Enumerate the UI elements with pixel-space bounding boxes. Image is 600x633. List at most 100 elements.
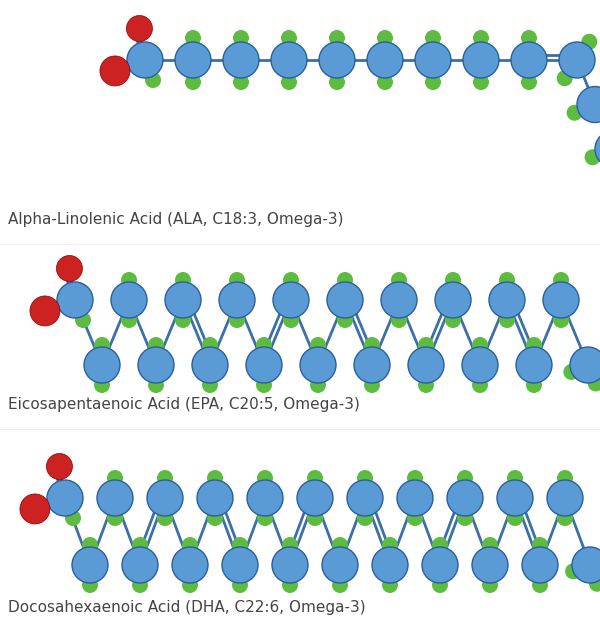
Circle shape: [584, 149, 600, 165]
Circle shape: [425, 30, 441, 46]
Circle shape: [82, 537, 98, 553]
Circle shape: [256, 337, 272, 353]
Circle shape: [354, 347, 390, 383]
Circle shape: [107, 510, 123, 526]
Circle shape: [127, 42, 163, 78]
Circle shape: [337, 272, 353, 288]
Circle shape: [435, 282, 471, 318]
Circle shape: [122, 547, 158, 583]
Circle shape: [407, 510, 423, 526]
Circle shape: [157, 470, 173, 486]
Circle shape: [121, 312, 137, 328]
Circle shape: [397, 480, 433, 516]
Circle shape: [364, 377, 380, 393]
Circle shape: [175, 42, 211, 78]
Circle shape: [56, 256, 82, 282]
Circle shape: [247, 480, 283, 516]
Circle shape: [246, 347, 282, 383]
Circle shape: [599, 551, 600, 567]
Circle shape: [310, 377, 326, 393]
Circle shape: [553, 312, 569, 328]
Circle shape: [472, 547, 508, 583]
Circle shape: [447, 480, 483, 516]
Circle shape: [148, 337, 164, 353]
Circle shape: [97, 480, 133, 516]
Circle shape: [489, 282, 525, 318]
Circle shape: [382, 577, 398, 593]
Circle shape: [364, 337, 380, 353]
Circle shape: [138, 347, 174, 383]
Circle shape: [415, 42, 451, 78]
Circle shape: [577, 87, 600, 123]
Circle shape: [563, 364, 580, 380]
Circle shape: [532, 577, 548, 593]
Circle shape: [565, 563, 581, 579]
Circle shape: [232, 577, 248, 593]
Circle shape: [282, 577, 298, 593]
Circle shape: [526, 337, 542, 353]
Circle shape: [327, 282, 363, 318]
Circle shape: [407, 470, 423, 486]
Circle shape: [543, 282, 579, 318]
Circle shape: [182, 537, 198, 553]
Circle shape: [499, 272, 515, 288]
Circle shape: [532, 537, 548, 553]
Circle shape: [497, 480, 533, 516]
Circle shape: [372, 547, 408, 583]
Circle shape: [587, 375, 600, 391]
Circle shape: [165, 282, 201, 318]
Circle shape: [132, 577, 148, 593]
Circle shape: [329, 30, 345, 46]
Circle shape: [94, 337, 110, 353]
Circle shape: [75, 312, 91, 328]
Circle shape: [463, 42, 499, 78]
Circle shape: [233, 30, 249, 46]
Circle shape: [20, 494, 50, 524]
Circle shape: [422, 547, 458, 583]
Circle shape: [432, 537, 448, 553]
Circle shape: [100, 56, 130, 86]
Circle shape: [282, 537, 298, 553]
Circle shape: [307, 510, 323, 526]
Circle shape: [595, 131, 600, 167]
Circle shape: [408, 347, 444, 383]
Circle shape: [300, 347, 336, 383]
Circle shape: [457, 510, 473, 526]
Circle shape: [281, 30, 297, 46]
Circle shape: [516, 347, 552, 383]
Circle shape: [511, 42, 547, 78]
Circle shape: [72, 547, 108, 583]
Circle shape: [111, 282, 147, 318]
Circle shape: [202, 337, 218, 353]
Circle shape: [418, 377, 434, 393]
Circle shape: [148, 377, 164, 393]
Circle shape: [377, 74, 393, 90]
Circle shape: [297, 480, 333, 516]
Circle shape: [257, 470, 273, 486]
Circle shape: [566, 104, 583, 121]
Circle shape: [307, 470, 323, 486]
Circle shape: [310, 337, 326, 353]
Text: Eicosapentaenoic Acid (EPA, C20:5, Omega-3): Eicosapentaenoic Acid (EPA, C20:5, Omega…: [8, 397, 360, 412]
Circle shape: [329, 74, 345, 90]
Circle shape: [273, 282, 309, 318]
Circle shape: [272, 547, 308, 583]
Circle shape: [457, 470, 473, 486]
Circle shape: [557, 70, 572, 86]
Circle shape: [283, 272, 299, 288]
Circle shape: [192, 347, 228, 383]
Circle shape: [175, 272, 191, 288]
Circle shape: [197, 480, 233, 516]
Circle shape: [425, 74, 441, 90]
Circle shape: [559, 42, 595, 78]
Circle shape: [94, 377, 110, 393]
Circle shape: [507, 510, 523, 526]
Circle shape: [382, 537, 398, 553]
Circle shape: [207, 510, 223, 526]
Circle shape: [232, 537, 248, 553]
Circle shape: [322, 547, 358, 583]
Circle shape: [121, 272, 137, 288]
Circle shape: [357, 470, 373, 486]
Circle shape: [319, 42, 355, 78]
Circle shape: [367, 42, 403, 78]
